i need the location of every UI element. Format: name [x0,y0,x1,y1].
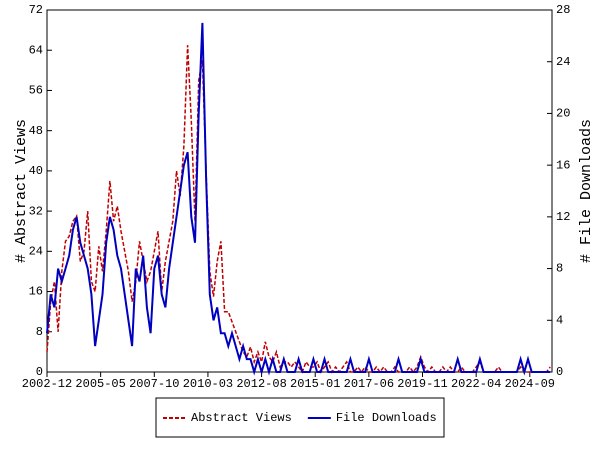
y2-tick-label: 16 [556,158,570,172]
x-tick-label: 2017-06 [344,377,394,391]
y-tick-label: 0 [36,365,43,379]
y2-tick-label: 24 [556,55,570,69]
x-tick-label: 2002-12 [22,377,72,391]
x-tick-label: 2019-11 [397,377,447,391]
legend-box [155,397,445,438]
y2-tick-label: 8 [556,262,563,276]
x-tick-label: 2022-04 [451,377,501,391]
legend-label: Abstract Views [191,411,292,425]
x-tick-label: 2007-10 [129,377,179,391]
x-tick-label: 2015-01 [290,377,340,391]
y-tick-label: 40 [29,164,43,178]
series-line [46,45,551,374]
x-tick-label: 2024-09 [505,377,555,391]
legend-label: File Downloads [336,411,437,425]
y-tick-label: 8 [36,325,43,339]
y-tick-label: 32 [29,204,43,218]
y2-tick-label: 20 [556,107,570,121]
y-tick-label: 24 [29,245,43,259]
y2-axis-label: # File Downloads [578,119,595,263]
y2-tick-label: 4 [556,313,563,327]
y-axis-label: # Abstract Views [13,119,30,263]
series-line [46,22,551,376]
y2-tick-label: 0 [556,365,563,379]
y-tick-label: 48 [29,124,43,138]
y2-tick-label: 12 [556,210,570,224]
y2-tick-label: 28 [556,3,570,17]
x-tick-label: 2012-08 [236,377,286,391]
x-tick-label: 2005-05 [75,377,125,391]
y-tick-label: 56 [29,84,43,98]
plot-frame [46,9,553,373]
y-tick-label: 72 [29,3,43,17]
x-tick-label: 2010-03 [183,377,233,391]
y-tick-label: 64 [29,43,43,57]
y-tick-label: 16 [29,285,43,299]
